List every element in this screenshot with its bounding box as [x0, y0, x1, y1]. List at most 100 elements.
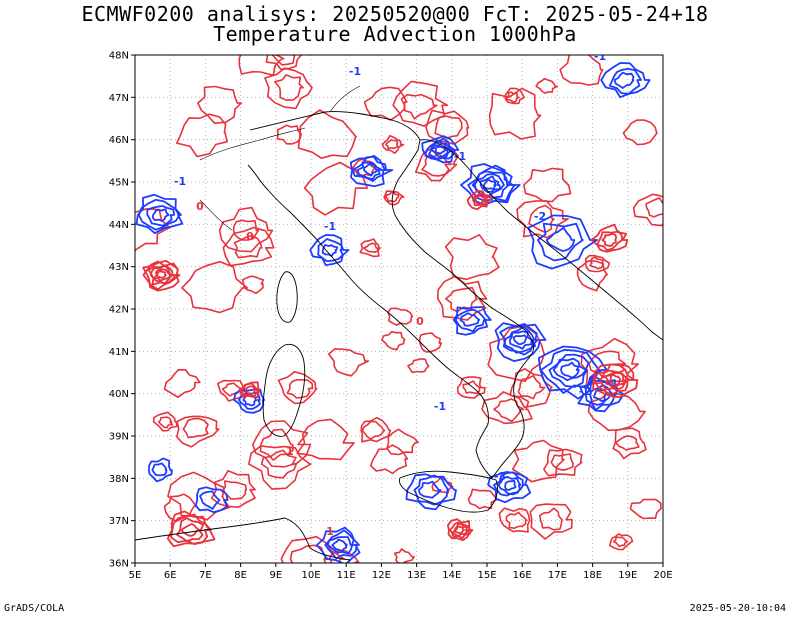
contour-line [264, 67, 313, 110]
contour-line [424, 137, 456, 160]
contour-line [494, 322, 547, 362]
contour-line [176, 415, 220, 448]
contour-value-label: 1 [286, 445, 294, 458]
contour-value-label: 1 [326, 525, 334, 538]
contour-line [218, 206, 274, 253]
contour-line [393, 548, 415, 563]
contour-line [271, 55, 296, 66]
chart-title-line2: Temperature Advection 1000hPa [213, 22, 577, 46]
lon-tick-label: 8E [234, 570, 247, 581]
lon-tick-label: 9E [269, 570, 282, 581]
contour-line [176, 113, 228, 158]
contour-line [217, 379, 248, 402]
lon-tick-label: 6E [164, 570, 177, 581]
contour-line [593, 363, 635, 396]
contour-line [151, 208, 170, 222]
contour-line [331, 538, 348, 553]
contour-line [613, 71, 635, 89]
contour-line [498, 507, 531, 533]
contour-value-label: -2 [534, 210, 546, 223]
contour-line [493, 398, 525, 423]
contour-line [170, 513, 211, 545]
contour-line [274, 74, 304, 101]
contour-line [181, 260, 249, 314]
chart-title-line1: ECMWF0200 analisys: 20250520@00 FcT: 202… [81, 2, 709, 26]
contour-line [421, 135, 460, 164]
contour-line [467, 488, 499, 510]
contour-value-label: -1 [324, 220, 336, 233]
contour-line [499, 323, 539, 356]
contour-line [428, 139, 453, 160]
contour-line [516, 200, 569, 239]
contour-line [503, 325, 537, 354]
contour-line [456, 376, 486, 399]
lat-tick-label: 38N [109, 474, 129, 485]
contour-line [407, 358, 430, 374]
contour-line [447, 518, 474, 541]
contour-line [222, 226, 275, 267]
contour-value-label: -1 [434, 400, 446, 413]
contour-line [497, 476, 522, 496]
contour-line [151, 462, 168, 477]
contour-value-label: 0 [416, 315, 424, 328]
contour-line [324, 529, 358, 560]
lat-tick-label: 42N [109, 305, 129, 316]
contour-line [158, 416, 174, 429]
contour-line [297, 109, 357, 159]
contour-line [587, 392, 646, 432]
contour-line [245, 385, 256, 396]
contour-line [603, 371, 626, 389]
contour-line [316, 526, 361, 563]
contour-line [286, 378, 314, 399]
contour-line [537, 222, 584, 262]
lat-tick-label: 43N [109, 262, 129, 273]
contour-line [559, 55, 604, 86]
contour-line [535, 77, 558, 94]
lat-tick-label: 39N [109, 432, 129, 443]
footer-software: GrADS/COLA [4, 603, 65, 614]
contour-line [405, 473, 457, 511]
contour-line [383, 190, 405, 206]
contour-line [512, 334, 528, 345]
contour-line [381, 330, 406, 351]
contour-line [303, 161, 368, 216]
contour-line [413, 474, 450, 506]
contour-line [137, 198, 182, 231]
lon-tick-label: 12E [372, 570, 391, 581]
contour-line [452, 306, 492, 336]
contour-line [146, 205, 175, 227]
contour-line [148, 457, 173, 483]
contour-line [504, 479, 517, 491]
contour-line [233, 388, 266, 414]
contour-line [460, 163, 521, 206]
contour-value-label: 0 [246, 230, 254, 243]
axis-ticks: 5E 6E 7E 8E 9E 10E 11E 12E 13E 14E 15E 16E 17E 18E 19E… [109, 51, 673, 582]
corsica-coastline [276, 271, 298, 323]
contour-line [487, 325, 546, 383]
contour-line [280, 535, 345, 563]
contour-line [241, 275, 265, 295]
contour-line [232, 219, 260, 241]
contour-line [538, 507, 563, 531]
sicily-coastline [399, 470, 499, 513]
contour-line [483, 178, 497, 190]
contour-line [552, 357, 587, 382]
contour-line [560, 361, 580, 379]
lon-tick-label: 16E [513, 570, 532, 581]
contour-line [309, 234, 350, 266]
contour-line [351, 155, 387, 182]
contour-value-label: -1 [174, 175, 186, 188]
lon-tick-label: 5E [129, 570, 142, 581]
contour-line [466, 189, 493, 211]
contour-line [592, 363, 639, 399]
contour-line [596, 230, 624, 251]
contour-line [362, 242, 379, 253]
contour-line [608, 68, 642, 95]
contour-line [527, 214, 598, 270]
contour-line [210, 469, 256, 508]
contour-line [601, 232, 618, 247]
coastlines [135, 85, 663, 561]
lon-tick-label: 20E [653, 570, 672, 581]
contour-value-label: -2 [579, 385, 591, 398]
